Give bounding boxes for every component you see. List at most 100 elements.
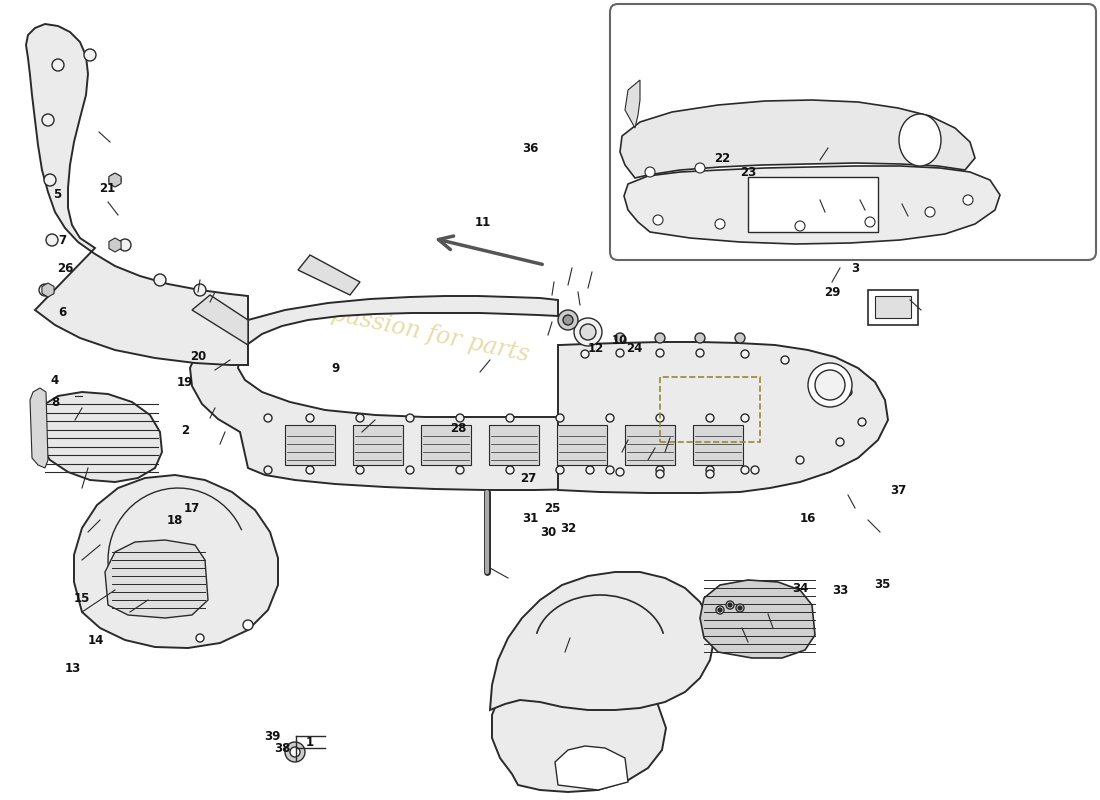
Circle shape	[264, 466, 272, 474]
Polygon shape	[74, 475, 278, 648]
Circle shape	[42, 114, 54, 126]
Polygon shape	[558, 342, 888, 493]
Bar	[490, 425, 539, 465]
Text: 25: 25	[543, 502, 560, 514]
Text: 14: 14	[88, 634, 104, 646]
Circle shape	[46, 234, 58, 246]
Circle shape	[119, 239, 131, 251]
Text: 22: 22	[714, 151, 730, 165]
Text: 13: 13	[65, 662, 81, 674]
Text: 19: 19	[177, 375, 194, 389]
Circle shape	[741, 466, 749, 474]
Circle shape	[795, 221, 805, 231]
Polygon shape	[625, 80, 640, 128]
Circle shape	[406, 414, 414, 422]
Circle shape	[706, 470, 714, 478]
Bar	[557, 425, 607, 465]
Text: 18: 18	[167, 514, 184, 526]
Circle shape	[706, 466, 714, 474]
Circle shape	[456, 414, 464, 422]
Circle shape	[556, 414, 564, 422]
Circle shape	[715, 219, 725, 229]
Text: 38: 38	[274, 742, 290, 754]
Circle shape	[695, 163, 705, 173]
Text: a passion for parts: a passion for parts	[308, 298, 531, 366]
Circle shape	[844, 388, 852, 396]
Text: 6: 6	[58, 306, 66, 318]
Circle shape	[506, 414, 514, 422]
Circle shape	[52, 59, 64, 71]
Circle shape	[645, 167, 654, 177]
Circle shape	[39, 284, 51, 296]
Text: 15: 15	[74, 591, 90, 605]
Circle shape	[781, 356, 789, 364]
Text: 30: 30	[540, 526, 557, 538]
Bar	[868, 290, 918, 325]
Circle shape	[356, 466, 364, 474]
Circle shape	[264, 414, 272, 422]
Bar	[285, 425, 336, 465]
Polygon shape	[26, 24, 248, 365]
Circle shape	[656, 349, 664, 357]
Circle shape	[290, 747, 300, 757]
Polygon shape	[190, 296, 762, 490]
Circle shape	[606, 414, 614, 422]
Polygon shape	[620, 100, 975, 178]
Circle shape	[306, 414, 313, 422]
Text: 7: 7	[58, 234, 66, 246]
Polygon shape	[700, 580, 815, 658]
Text: 39: 39	[264, 730, 280, 742]
Polygon shape	[104, 540, 208, 618]
Circle shape	[84, 49, 96, 61]
Text: 8: 8	[51, 395, 59, 409]
Circle shape	[506, 466, 514, 474]
Polygon shape	[36, 392, 162, 482]
Circle shape	[580, 324, 596, 340]
Circle shape	[615, 333, 625, 343]
Circle shape	[558, 310, 578, 330]
Text: 23: 23	[740, 166, 756, 178]
Bar	[625, 425, 675, 465]
Circle shape	[285, 742, 305, 762]
Circle shape	[306, 466, 313, 474]
Circle shape	[243, 620, 253, 630]
Polygon shape	[30, 388, 48, 468]
Text: 31: 31	[521, 511, 538, 525]
Circle shape	[808, 363, 852, 407]
Text: 33: 33	[832, 583, 848, 597]
Circle shape	[751, 466, 759, 474]
Circle shape	[556, 466, 564, 474]
Circle shape	[925, 207, 935, 217]
Bar	[693, 425, 742, 465]
Circle shape	[406, 466, 414, 474]
Text: 24: 24	[626, 342, 642, 354]
Circle shape	[194, 284, 206, 296]
Circle shape	[574, 318, 602, 346]
Polygon shape	[624, 166, 1000, 244]
Circle shape	[154, 274, 166, 286]
Bar	[874, 296, 911, 318]
Circle shape	[606, 466, 614, 474]
Circle shape	[696, 349, 704, 357]
Text: EuroPartsS: EuroPartsS	[926, 42, 1048, 62]
Text: 9: 9	[331, 362, 339, 374]
Circle shape	[109, 174, 121, 186]
Polygon shape	[109, 173, 121, 187]
Circle shape	[735, 333, 745, 343]
Text: 17: 17	[184, 502, 200, 514]
Circle shape	[716, 606, 724, 614]
Circle shape	[816, 368, 824, 376]
Polygon shape	[109, 238, 121, 252]
Ellipse shape	[899, 114, 940, 166]
Circle shape	[836, 438, 844, 446]
Circle shape	[726, 601, 734, 609]
Text: 20: 20	[190, 350, 206, 362]
Polygon shape	[556, 746, 628, 790]
Circle shape	[656, 466, 664, 474]
Circle shape	[962, 195, 974, 205]
Text: 36: 36	[521, 142, 538, 154]
Bar	[660, 377, 760, 442]
Polygon shape	[490, 572, 714, 710]
Text: 3: 3	[851, 262, 859, 274]
Text: 32: 32	[560, 522, 576, 534]
